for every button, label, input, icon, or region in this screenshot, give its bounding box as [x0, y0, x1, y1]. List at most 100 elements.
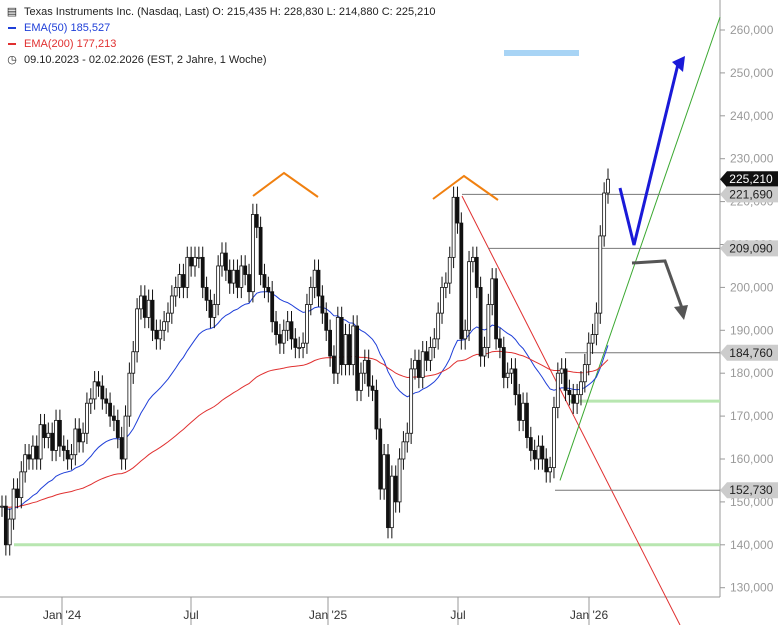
candle-body	[471, 256, 475, 263]
candle-body	[115, 419, 120, 438]
candle-body	[443, 282, 448, 288]
candle-body	[386, 454, 390, 529]
candle-body	[579, 381, 583, 396]
candle-body	[61, 445, 66, 451]
candle-body	[50, 432, 55, 451]
y-tick-label: 170,000	[730, 409, 774, 423]
y-tick-label: 260,000	[730, 23, 774, 37]
clock-icon: ◷	[7, 54, 17, 66]
candle-body	[428, 347, 433, 361]
y-tick-label: 200,000	[730, 280, 774, 294]
legend-ema50-text: EMA(50) 185,527	[24, 22, 111, 34]
candle-body	[69, 454, 74, 460]
candle-body	[301, 342, 305, 348]
candle-body	[270, 291, 275, 323]
candle-body	[34, 445, 39, 460]
legend-main: ▤ Texas Instruments Inc. (Nasdaq, Last) O…	[6, 5, 436, 19]
candle-body	[451, 196, 456, 258]
candle-body	[582, 364, 587, 383]
candle-body	[521, 402, 525, 421]
candle-body	[231, 269, 236, 284]
candle-body	[378, 428, 383, 490]
candle-body	[598, 235, 603, 314]
candle-body	[200, 256, 205, 288]
candle-body	[266, 286, 271, 293]
bearish-arrow	[631, 259, 684, 309]
candle-body	[478, 286, 483, 357]
candle-body	[517, 394, 522, 421]
candle-body	[227, 269, 232, 284]
candle-body	[559, 368, 564, 374]
candle-body	[196, 256, 201, 259]
candle-body	[30, 445, 35, 460]
candle-body	[19, 471, 24, 499]
candle-body	[46, 432, 51, 438]
candle-body	[602, 192, 607, 237]
double-top-mark-1	[252, 171, 319, 198]
y-tick-label: 190,000	[730, 323, 774, 337]
downtrend-line	[461, 195, 681, 625]
candle-body	[463, 329, 468, 340]
candle-body	[235, 269, 240, 288]
candle-body	[108, 402, 112, 417]
candle-body	[505, 372, 510, 378]
candle-body	[65, 450, 70, 460]
candle-body	[362, 359, 367, 374]
bullish-arrow	[618, 59, 681, 246]
candle-body	[312, 269, 317, 288]
candle-body	[571, 394, 576, 404]
candle-body	[513, 368, 518, 396]
legend-ema50: EMA(50) 185,527	[6, 21, 110, 35]
price-tag	[720, 344, 778, 361]
candle-body	[351, 325, 356, 366]
candle-body	[185, 256, 190, 288]
candle-body	[250, 214, 255, 293]
candle-body	[169, 295, 174, 314]
candle-body	[335, 317, 340, 374]
y-tick-label: 160,000	[730, 452, 774, 466]
candle-body	[405, 432, 410, 443]
candle-body	[289, 321, 294, 340]
candle-body	[146, 299, 151, 318]
candle-body	[324, 312, 329, 331]
candle-body	[11, 488, 16, 520]
candle-body	[77, 428, 82, 443]
candle-body	[3, 505, 8, 546]
ema50-line	[1, 291, 609, 510]
candle-body	[54, 419, 58, 451]
candle-body	[532, 450, 537, 460]
candle-body	[563, 368, 568, 391]
candle-body	[370, 385, 375, 391]
x-tick-label: Jan '25	[309, 608, 348, 622]
candle-body	[189, 256, 194, 267]
candle-body	[258, 226, 263, 275]
candle-body	[278, 334, 282, 344]
candle-body	[482, 347, 487, 357]
candle-body	[389, 475, 394, 529]
price-tag-label: 225,210	[729, 172, 773, 186]
legend-ema200: EMA(200) 177,213	[6, 37, 116, 51]
candle-body	[166, 312, 170, 323]
candle-body	[42, 424, 47, 438]
price-tag	[720, 482, 778, 499]
candle-body	[112, 415, 116, 421]
candle-body	[567, 389, 572, 396]
bearish-arrowhead	[674, 305, 688, 320]
candle-body	[223, 252, 228, 271]
candle-body	[552, 407, 556, 468]
ema200-line	[1, 350, 609, 508]
candle-body	[359, 372, 363, 391]
candle-body	[131, 351, 136, 374]
candle-body	[104, 398, 109, 404]
y-tick-label: 250,000	[730, 66, 774, 80]
candle-body	[316, 269, 321, 297]
y-tick-label: 150,000	[730, 495, 774, 509]
candle-body	[23, 454, 28, 473]
candle-body	[575, 394, 580, 404]
candle-body	[409, 368, 414, 434]
candle-body	[308, 286, 313, 305]
candle-body	[100, 385, 105, 400]
candle-body	[305, 304, 309, 344]
x-tick-label: Jan '24	[43, 608, 82, 622]
candle-body	[181, 274, 186, 288]
